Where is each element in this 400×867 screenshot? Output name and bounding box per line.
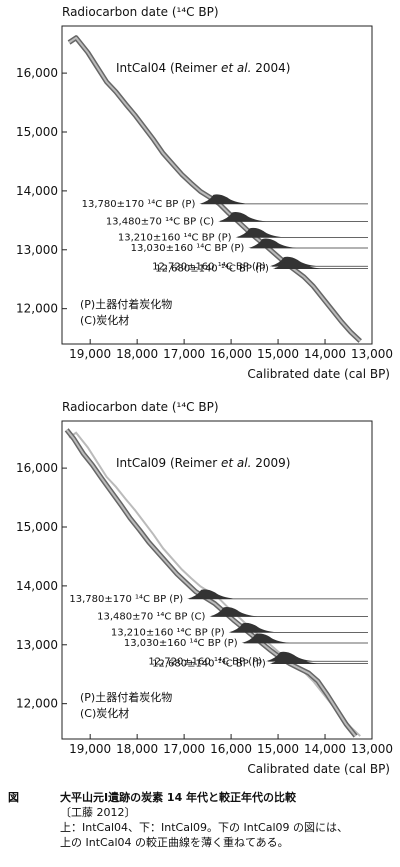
figure-caption: 図 大平山元Ⅰ遺跡の炭素 14 年代と較正年代の比較 〔工藤 2012〕 上：I… [8,790,392,850]
sample-probability-distribution [218,211,267,222]
intcal04-chart: Radiocarbon date (¹⁴C BP) 16,000 15,000 14… [16,5,393,381]
sample-probability-distribution [269,654,318,664]
y-tick-label: 14,000 [16,579,58,593]
x-tick-label: 17,000 [163,347,205,361]
x-tick-label: 13,000 [351,347,393,361]
sample-probability-distribution [248,238,297,249]
chart2-legend-p: (P)土器付着炭化物 [80,690,172,704]
chart1-y-axis-label: Radiocarbon date (¹⁴C BP) [62,5,219,19]
sample-label: 13,780±170 ¹⁴C BP (P) [69,594,183,605]
sample-label: 12,680±140 ¹⁴C BP (P) [155,264,269,275]
x-tick-label: 19,000 [69,347,111,361]
calibration-curve-core [65,429,357,737]
chart1-plot-frame [61,25,373,345]
chart2-legend-c: (C)炭化材 [80,706,129,720]
y-tick-label: 15,000 [16,520,58,534]
sample-label: 13,480±70 ¹⁴C BP (C) [97,612,205,623]
chart1-legend-p: (P)土器付着炭化物 [80,297,172,311]
x-tick-label: 14,000 [304,347,346,361]
y-tick-label: 16,000 [16,461,58,475]
sample-label: 12,720±160 ¹⁴C BP (P) [152,261,266,272]
y-tick-label: 12,000 [16,302,58,316]
sample-label: 12,680±140 ¹⁴C BP (P) [152,659,266,670]
calibration-curve-core [68,36,361,342]
figure-title: 大平山元Ⅰ遺跡の炭素 14 年代と較正年代の比較 [60,791,297,804]
chart2-series-label: IntCal09 (Reimer et al. 2009) [116,456,290,470]
intcal09-chart: Radiocarbon date (¹⁴C BP) 16,000 15,000 14… [16,400,393,776]
y-tick-label: 15,000 [16,125,58,139]
sample-probability-distribution [235,227,284,238]
sample-probability-distribution [209,606,258,617]
sample-probability-distribution [199,194,248,204]
sample-probability-distribution [228,622,277,633]
chart1-legend-c: (C)炭化材 [80,313,129,327]
x-tick-label: 17,000 [163,742,205,756]
x-tick-label: 16,000 [210,347,252,361]
sample-probability-distribution [272,259,321,269]
x-tick-label: 16,000 [210,742,252,756]
figure-label: 図 [8,791,19,804]
sample-probability-distribution [187,589,236,599]
sample-label: 13,210±160 ¹⁴C BP (P) [111,627,225,638]
y-tick-label: 14,000 [16,184,58,198]
sample-label: 13,030±160 ¹⁴C BP (P) [131,243,245,254]
sample-label: 12,720±160 ¹⁴C BP (P) [148,656,262,667]
figure-note-line2: 上の IntCal04 の較正曲線を薄く重ねてある。 [60,836,289,849]
x-tick-label: 14,000 [304,742,346,756]
figure-note-line1: 上：IntCal04、下：IntCal09。下の IntCal09 の図には、 [60,821,349,834]
y-tick-label: 16,000 [16,66,58,80]
sample-label: 13,030±160 ¹⁴C BP (P) [124,638,238,649]
x-tick-label: 18,000 [116,347,158,361]
chart1-series-label: IntCal04 (Reimer et al. 2004) [116,61,290,75]
chart2-plot-frame [61,420,373,740]
calibration-curve-band [67,35,362,343]
sample-probability-distribution [241,633,290,644]
y-tick-label: 13,000 [16,638,58,652]
sample-label: 13,210±160 ¹⁴C BP (P) [118,232,232,243]
x-tick-label: 15,000 [257,347,299,361]
x-tick-label: 15,000 [257,742,299,756]
y-tick-label: 13,000 [16,243,58,257]
sample-label: 13,780±170 ¹⁴C BP (P) [82,199,196,210]
chart1-x-axis-label: Calibrated date (cal BP) [247,367,390,381]
x-tick-label: 13,000 [351,742,393,756]
x-tick-label: 18,000 [116,742,158,756]
chart2-y-axis-label: Radiocarbon date (¹⁴C BP) [62,400,219,414]
chart2-x-axis-label: Calibrated date (cal BP) [247,762,390,776]
sample-label: 13,480±70 ¹⁴C BP (C) [106,217,214,228]
x-tick-label: 19,000 [69,742,111,756]
y-tick-label: 12,000 [16,697,58,711]
figure-source: 〔工藤 2012〕 [60,806,136,819]
